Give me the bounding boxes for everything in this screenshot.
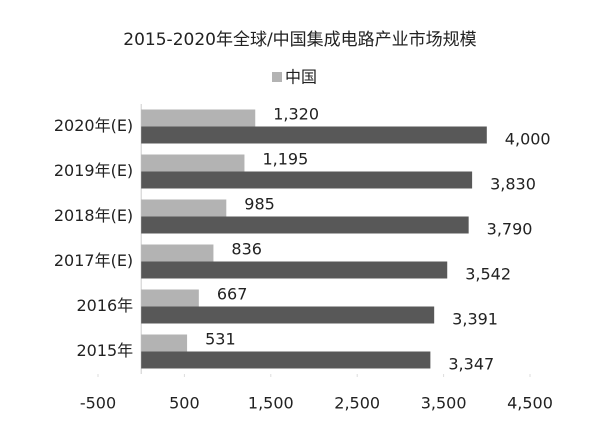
value-label: 1,195: [262, 150, 308, 169]
chart-title: 2015-2020年全球/中国集成电路产业市场规模: [123, 30, 476, 50]
bar: [141, 126, 487, 144]
bar: [141, 351, 431, 369]
bar: [141, 109, 256, 127]
value-label: 3,790: [487, 220, 533, 239]
y-tick-label: 2017年(E): [54, 251, 133, 270]
x-tick-label: 2,500: [334, 394, 380, 413]
bar: [141, 289, 199, 307]
x-tick-label: 4,500: [507, 394, 553, 413]
bar: [141, 334, 188, 352]
value-label: 531: [205, 330, 236, 349]
legend-label: 中国: [285, 68, 317, 87]
x-tick-label: 500: [169, 394, 200, 413]
bar: [141, 216, 469, 234]
x-tick-label: 1,500: [248, 394, 294, 413]
value-label: 3,391: [452, 310, 498, 329]
legend-swatch: [272, 72, 282, 82]
bar: [141, 171, 473, 189]
value-label: 4,000: [505, 130, 551, 149]
bar: [141, 244, 214, 262]
bar: [141, 154, 245, 172]
value-label: 3,347: [448, 355, 494, 374]
bar: [141, 261, 448, 279]
value-label: 667: [217, 285, 248, 304]
value-label: 3,542: [465, 265, 511, 284]
x-tick-label: -500: [80, 394, 116, 413]
value-label: 3,830: [490, 175, 536, 194]
y-tick-label: 2019年(E): [54, 161, 133, 180]
bar: [141, 199, 227, 217]
bar: [141, 306, 435, 324]
x-tick-label: 3,500: [421, 394, 467, 413]
value-label: 985: [244, 195, 275, 214]
y-tick-label: 2018年(E): [54, 206, 133, 225]
y-tick-label: 2015年: [76, 341, 133, 360]
y-tick-label: 2016年: [76, 296, 133, 315]
y-tick-label: 2020年(E): [54, 116, 133, 135]
value-label: 836: [231, 240, 262, 259]
value-label: 1,320: [273, 105, 319, 124]
